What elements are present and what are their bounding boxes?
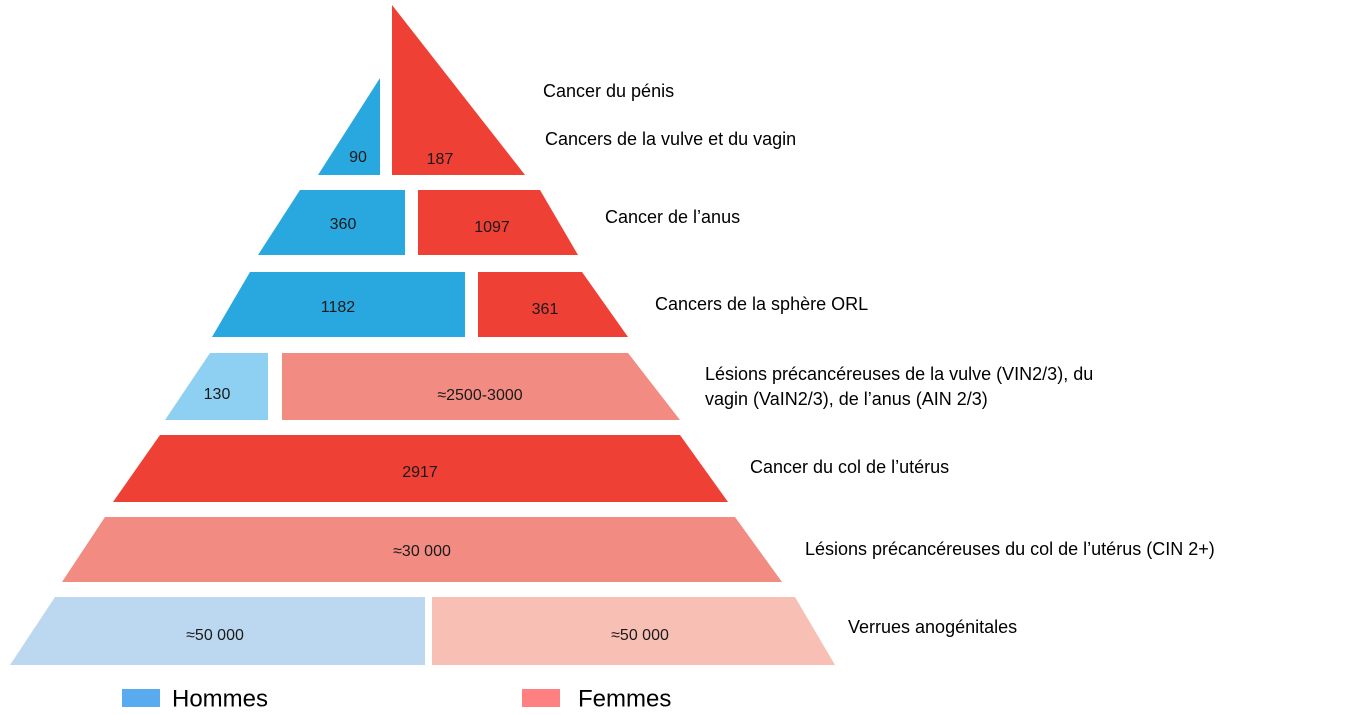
legend-swatch <box>122 689 160 707</box>
segment-value: ≈50 000 <box>611 627 669 644</box>
level-label: Cancers de la vulve et du vagin <box>545 129 796 149</box>
segment-value: ≈30 000 <box>393 543 451 560</box>
segment-value: 361 <box>532 301 559 318</box>
pyramid-segment <box>392 5 525 175</box>
level-label: Cancer de l’anus <box>605 207 740 227</box>
segment-value: 360 <box>330 216 357 233</box>
level-label: Cancers de la sphère ORL <box>655 294 868 314</box>
level-label: Cancer du pénis <box>543 81 674 101</box>
segment-value: 90 <box>349 149 367 166</box>
segment-value: 1182 <box>321 299 356 316</box>
legend-label: Femmes <box>578 685 671 712</box>
segment-value: ≈50 000 <box>186 627 244 644</box>
pyramid-segment <box>418 190 578 255</box>
pyramid-segment <box>318 78 380 175</box>
segment-value: 1097 <box>474 219 510 236</box>
pyramid-segment <box>62 517 782 582</box>
pyramid-segment <box>432 597 835 665</box>
segment-value: 130 <box>204 386 231 403</box>
level-label: Verrues anogénitales <box>848 617 1017 637</box>
pyramid-segment <box>165 353 268 420</box>
pyramid-segment <box>212 272 465 337</box>
pyramid-segment <box>478 272 628 337</box>
legend-swatch <box>522 689 560 707</box>
level-label: vagin (VaIN2/3), de l’anus (AIN 2/3) <box>705 389 988 409</box>
pyramid-segment <box>282 353 680 420</box>
segment-value: 2917 <box>402 464 438 481</box>
legend-label: Hommes <box>172 685 268 712</box>
level-label: Cancer du col de l’utérus <box>750 457 949 477</box>
pyramid-segment <box>10 597 425 665</box>
pyramid-segment <box>113 435 728 502</box>
segment-value: 187 <box>427 151 454 168</box>
level-label: Lésions précancéreuses du col de l’utéru… <box>805 539 1215 559</box>
level-label: Lésions précancéreuses de la vulve (VIN2… <box>705 364 1093 384</box>
segment-value: ≈2500-3000 <box>437 387 522 404</box>
pyramid-segment <box>258 190 405 255</box>
